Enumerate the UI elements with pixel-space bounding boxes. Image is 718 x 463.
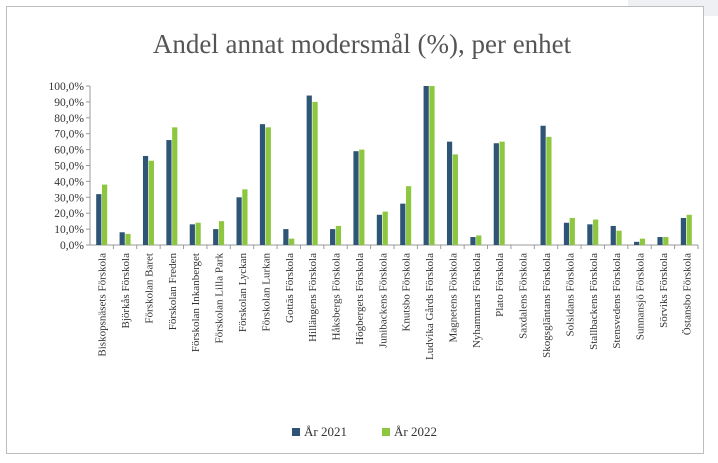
category-label: Knutsbo Förskola <box>401 253 413 332</box>
y-tick-label: 50,0% <box>54 161 84 173</box>
category-label: Biskopsnäsets Förskola <box>97 253 109 357</box>
bar-ar-2021 <box>96 194 102 245</box>
bar-ar-2022 <box>639 238 646 245</box>
bar-ar-2021 <box>306 95 312 245</box>
bar-ar-2022 <box>195 222 201 245</box>
category-label: Saxdalens Förskola <box>518 253 530 339</box>
category-label: Skogsgläntans Förskola <box>541 253 553 358</box>
bar-ar-2022 <box>101 184 108 245</box>
bar-ar-2021 <box>493 143 499 245</box>
category-label: Stensvedens Förskola <box>611 253 623 349</box>
bar-ar-2021 <box>376 214 383 245</box>
legend: År 2021 År 2022 <box>292 424 437 439</box>
bar-ar-2022 <box>242 189 248 245</box>
bar-ar-2021 <box>634 241 640 245</box>
category-label: Förskolan Freden <box>167 253 179 331</box>
category-label: Nyhammars Förskola <box>471 253 483 348</box>
bar-ar-2022 <box>382 211 388 245</box>
bar-ar-2021 <box>283 229 289 245</box>
bar-ar-2022 <box>452 154 458 245</box>
bar-ar-2021 <box>259 124 266 245</box>
category-label: Högbergets Förskola <box>354 253 366 345</box>
bar-ar-2022 <box>148 160 154 245</box>
bar-ar-2022 <box>546 136 552 245</box>
y-tick-label: 20,0% <box>54 208 84 220</box>
bar-ar-2022 <box>476 235 482 245</box>
bar-ar-2021 <box>587 224 593 245</box>
bar-ar-2021 <box>236 197 242 245</box>
bar-ar-2021 <box>423 86 429 245</box>
bar-ar-2022 <box>499 141 505 245</box>
category-label: Sunnansjö Förskola <box>635 253 647 340</box>
bar-ar-2021 <box>540 125 546 245</box>
category-label: Sörviks Förskola <box>658 253 670 328</box>
bar-ar-2022 <box>359 149 365 245</box>
category-label: Förskolan Lurkan <box>260 253 272 332</box>
bar-ar-2022 <box>172 127 178 245</box>
bar-ar-2022 <box>429 86 435 245</box>
bar-ar-2022 <box>663 237 669 245</box>
bar-ar-2022 <box>405 186 412 245</box>
chart-title: Andel annat modersmål (%), per enhet <box>153 29 572 59</box>
y-tick-label: 10,0% <box>54 224 84 236</box>
category-label: Stallbackens Förskola <box>588 253 600 350</box>
legend-swatch <box>382 428 390 436</box>
category-label: Ludvika Gårds Förskola <box>424 253 436 360</box>
bar-ar-2021 <box>330 229 336 245</box>
bar-ar-2021 <box>189 224 195 245</box>
y-tick-label: 90,0% <box>54 97 84 109</box>
y-tick-label: 100,0% <box>49 81 85 93</box>
bar-ar-2022 <box>289 238 295 245</box>
plot-area: 0,0% 10,0% 20,0% 30,0% 40,0% 50,0% 60,0% 70,0% 8… <box>49 81 699 360</box>
bar-ar-2021 <box>353 151 359 245</box>
bar-ar-2021 <box>142 155 149 245</box>
legend-swatch <box>292 428 300 436</box>
bar-ar-2021 <box>470 237 476 245</box>
bar-ar-2022 <box>335 225 342 245</box>
legend-label: År 2022 <box>394 424 437 439</box>
bar-ar-2022 <box>616 230 622 245</box>
bar-ar-2022 <box>593 219 599 245</box>
category-label: Förskolan Lyckan <box>237 253 249 333</box>
bar-ar-2021 <box>400 203 406 245</box>
y-tick-label: 0,0% <box>60 240 84 252</box>
bar-ar-2021 <box>680 217 687 245</box>
category-label: Björkås Förskola <box>120 253 132 329</box>
bar-ar-2022 <box>686 214 692 245</box>
category-label: Magnetens Förskola <box>447 253 459 343</box>
bar-ar-2022 <box>312 101 318 246</box>
y-tick-label: 70,0% <box>54 129 84 141</box>
y-tick-label: 80,0% <box>54 113 84 125</box>
y-tick-label: 30,0% <box>54 192 84 204</box>
bar-ar-2021 <box>610 225 616 245</box>
legend-label: År 2021 <box>304 424 347 439</box>
bar-ar-2021 <box>119 232 125 245</box>
bar-ar-2022 <box>218 221 225 245</box>
bar-ar-2021 <box>446 141 453 245</box>
category-label: Håksbergs Förskola <box>331 253 343 341</box>
bar-ar-2022 <box>265 127 271 245</box>
bar-ar-2021 <box>563 222 570 245</box>
category-label: Gottäs Förskola <box>284 253 296 323</box>
category-label: Förskolan Inkanberget <box>190 253 202 352</box>
category-label: Östansbo Förskola <box>681 253 693 335</box>
bar-ar-2022 <box>569 217 575 245</box>
y-tick-label: 40,0% <box>54 176 84 188</box>
category-label: Förskolan Baret <box>143 253 155 324</box>
category-label: Förskolan Lilla Park <box>214 253 226 344</box>
bar-ar-2021 <box>166 140 172 245</box>
category-label: Hillängens Förskola <box>307 253 319 342</box>
bar-ar-2021 <box>657 237 663 245</box>
y-tick-label: 60,0% <box>54 145 84 157</box>
category-label: Solsidans Förskola <box>564 253 576 337</box>
bar-ar-2022 <box>125 233 131 245</box>
bar-ar-2021 <box>213 229 219 245</box>
category-label: Plato Förskola <box>494 253 506 317</box>
category-label: Junibackens Förskola <box>377 253 389 348</box>
